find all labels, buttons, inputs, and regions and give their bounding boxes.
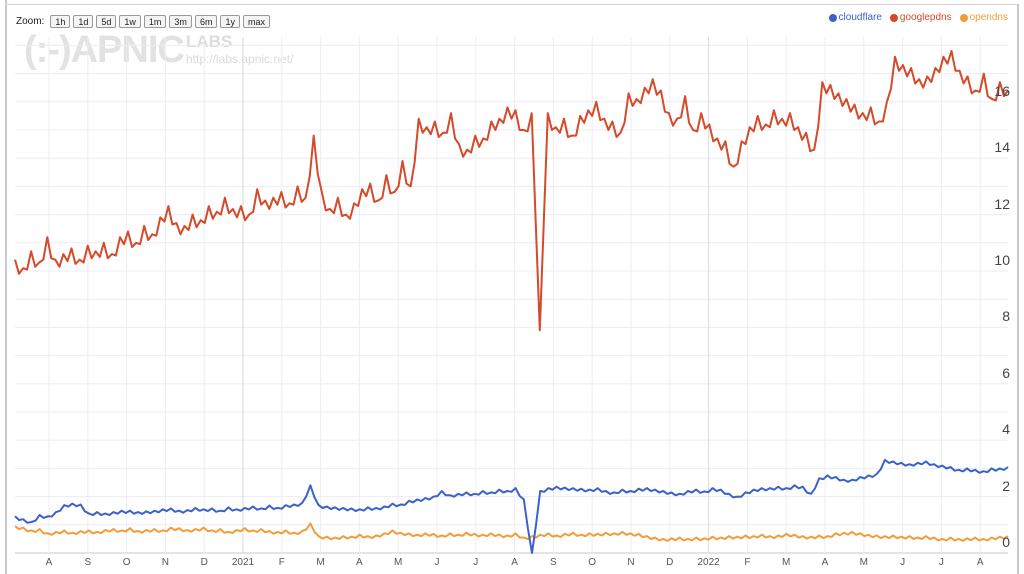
chart-legend: cloudflare googlepdns opendns [828,12,1008,23]
legend-item-opendns[interactable]: opendns [959,12,1008,23]
legend-label-opendns: opendns [969,12,1008,23]
zoom-label: Zoom: [16,15,45,27]
zoom-max-button[interactable]: max [242,14,270,28]
x-tick-label: N [627,557,635,568]
x-tick-label: M [859,557,868,568]
x-tick-label: A [511,557,518,568]
x-tick-label: F [744,557,751,568]
zoom-6m-button[interactable]: 6m [194,14,218,28]
zoom-1d-button[interactable]: 1d [73,14,94,28]
series-line-opendns[interactable] [14,522,1009,542]
x-tick-label: J [434,557,440,568]
chart-frame-left [5,0,7,574]
x-tick-label: A [821,557,829,568]
y-tick-label: 0 [1002,534,1010,550]
x-tick-label: A [976,557,984,568]
legend-item-cloudflare[interactable]: cloudflare [828,12,882,23]
chart-frame-top [5,4,1019,5]
legend-label-cloudflare: cloudflare [838,12,882,23]
x-tick-label: J [938,557,944,568]
x-tick-label: 2021 [231,557,255,568]
x-tick-label: M [782,557,791,568]
x-tick-label: O [122,557,131,568]
y-tick-label: 14 [994,139,1010,156]
x-tick-label: J [900,557,906,568]
zoom-1m-button[interactable]: 1m [143,14,167,28]
zoom-1y-button[interactable]: 1y [220,14,240,28]
x-tick-label: M [394,557,403,568]
x-tick-label: 2022 [697,557,720,568]
y-tick-label: 6 [1002,364,1010,381]
zoom-1w-button[interactable]: 1w [119,14,141,28]
x-tick-label: M [316,557,325,568]
zoom-3m-button[interactable]: 3m [169,14,192,28]
y-tick-label: 8 [1002,308,1010,325]
x-tick-label: A [45,557,53,568]
x-tick-label: A [356,557,363,568]
x-tick-label: N [161,557,170,568]
zoom-5d-button[interactable]: 5d [96,14,117,28]
x-tick-label: O [588,557,597,568]
opendns-dot-icon [959,13,968,22]
x-tick-label: J [473,557,479,568]
x-tick-label: S [84,557,92,568]
series-line-googlepdns[interactable] [14,50,1009,332]
cloudflare-dot-icon [828,13,837,22]
zoom-toolbar: Zoom: 1h 1d 5d 1w 1m 3m 6m 1y max [16,13,270,29]
y-tick-label: 4 [1002,421,1010,438]
legend-item-googlepdns[interactable]: googlepdns [889,12,952,23]
x-tick-label: F [278,557,285,568]
y-tick-label: 12 [994,195,1010,212]
googlepdns-dot-icon [889,13,898,22]
zoom-1h-button[interactable]: 1h [50,14,71,28]
legend-label-googlepdns: googlepdns [899,12,952,23]
y-tick-label: 10 [994,252,1010,268]
y-tick-label: 16 [994,82,1010,99]
x-tick-label: D [200,557,208,568]
chart-frame-right [1017,4,1019,574]
series-line-cloudflare[interactable] [14,458,1009,554]
y-tick-label: 2 [1002,477,1010,494]
x-tick-label: D [666,557,674,568]
x-tick-label: S [550,557,557,568]
